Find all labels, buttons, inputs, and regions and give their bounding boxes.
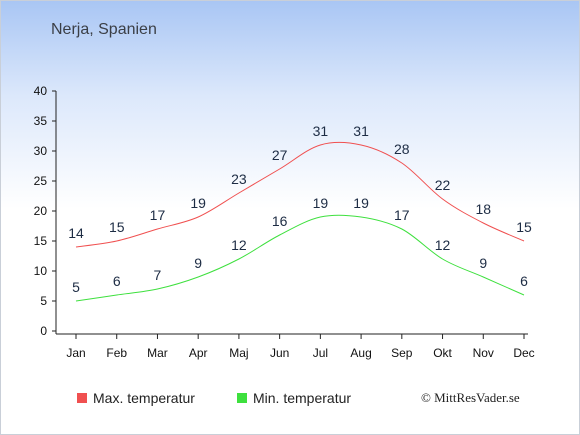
x-tick-label: Maj bbox=[229, 346, 248, 360]
x-tick-label: Sep bbox=[391, 346, 413, 360]
data-label: 17 bbox=[150, 207, 166, 223]
legend-item-min: Min. temperatur bbox=[237, 390, 351, 406]
x-tick-label: Mar bbox=[147, 346, 168, 360]
data-label: 5 bbox=[72, 279, 80, 295]
data-label: 9 bbox=[479, 255, 487, 271]
data-label: 14 bbox=[68, 225, 84, 241]
series-line-0 bbox=[75, 141, 525, 248]
data-label: 15 bbox=[109, 219, 125, 235]
x-tick-label: Jun bbox=[270, 346, 289, 360]
legend-item-max: Max. temperatur bbox=[77, 390, 195, 406]
data-label: 16 bbox=[272, 213, 288, 229]
legend-swatch-max bbox=[77, 393, 87, 403]
series-line-1 bbox=[75, 214, 525, 302]
legend-label-max: Max. temperatur bbox=[93, 390, 195, 406]
data-labels: 14 15 17 19 23 27 31 31 28 22 18 15 5 6 7 9 12 16 19 19 17 12… bbox=[68, 123, 532, 295]
credit-text: © MittResVader.se bbox=[421, 390, 520, 405]
data-label: 23 bbox=[231, 171, 247, 187]
y-tick-label: 25 bbox=[34, 174, 48, 188]
x-tick-label: Okt bbox=[433, 346, 452, 360]
data-label: 9 bbox=[194, 255, 202, 271]
data-label: 12 bbox=[231, 237, 247, 253]
y-tick-label: 20 bbox=[34, 204, 48, 218]
x-tick-label: Nov bbox=[473, 346, 494, 360]
data-label: 19 bbox=[190, 195, 206, 211]
y-tick-label: 30 bbox=[34, 144, 48, 158]
data-label: 28 bbox=[394, 141, 410, 157]
y-tick-label: 5 bbox=[40, 294, 47, 308]
y-tick-label: 10 bbox=[34, 264, 48, 278]
y-tick-label: 35 bbox=[34, 114, 48, 128]
chart-title: Nerja, Spanien bbox=[51, 21, 157, 38]
x-tick-label: Jan bbox=[66, 346, 85, 360]
y-tick-label: 0 bbox=[40, 324, 47, 338]
legend-label-min: Min. temperatur bbox=[253, 390, 352, 406]
data-label: 17 bbox=[394, 207, 410, 223]
x-tick-label: Jul bbox=[313, 346, 328, 360]
series-lines bbox=[75, 141, 525, 302]
x-tick-label: Apr bbox=[189, 346, 208, 360]
data-label: 19 bbox=[313, 195, 329, 211]
y-tick-label: 15 bbox=[34, 234, 48, 248]
data-label: 7 bbox=[154, 267, 162, 283]
data-label: 18 bbox=[475, 201, 491, 217]
x-tick-label: Feb bbox=[106, 346, 127, 360]
legend-swatch-min bbox=[237, 393, 247, 403]
data-label: 6 bbox=[113, 273, 121, 289]
data-label: 15 bbox=[516, 219, 532, 235]
data-label: 22 bbox=[435, 177, 451, 193]
data-label: 31 bbox=[353, 123, 369, 139]
data-label: 19 bbox=[353, 195, 369, 211]
data-label: 12 bbox=[435, 237, 451, 253]
axes: 0 5 10 15 20 25 30 35 40 Jan Feb Mar Apr Maj Jun Jul Aug… bbox=[34, 84, 535, 360]
data-label: 6 bbox=[520, 273, 528, 289]
data-label: 31 bbox=[313, 123, 329, 139]
data-label: 27 bbox=[272, 147, 288, 163]
y-tick-label: 40 bbox=[34, 84, 48, 98]
x-tick-label: Dec bbox=[513, 346, 534, 360]
x-tick-label: Aug bbox=[350, 346, 371, 360]
